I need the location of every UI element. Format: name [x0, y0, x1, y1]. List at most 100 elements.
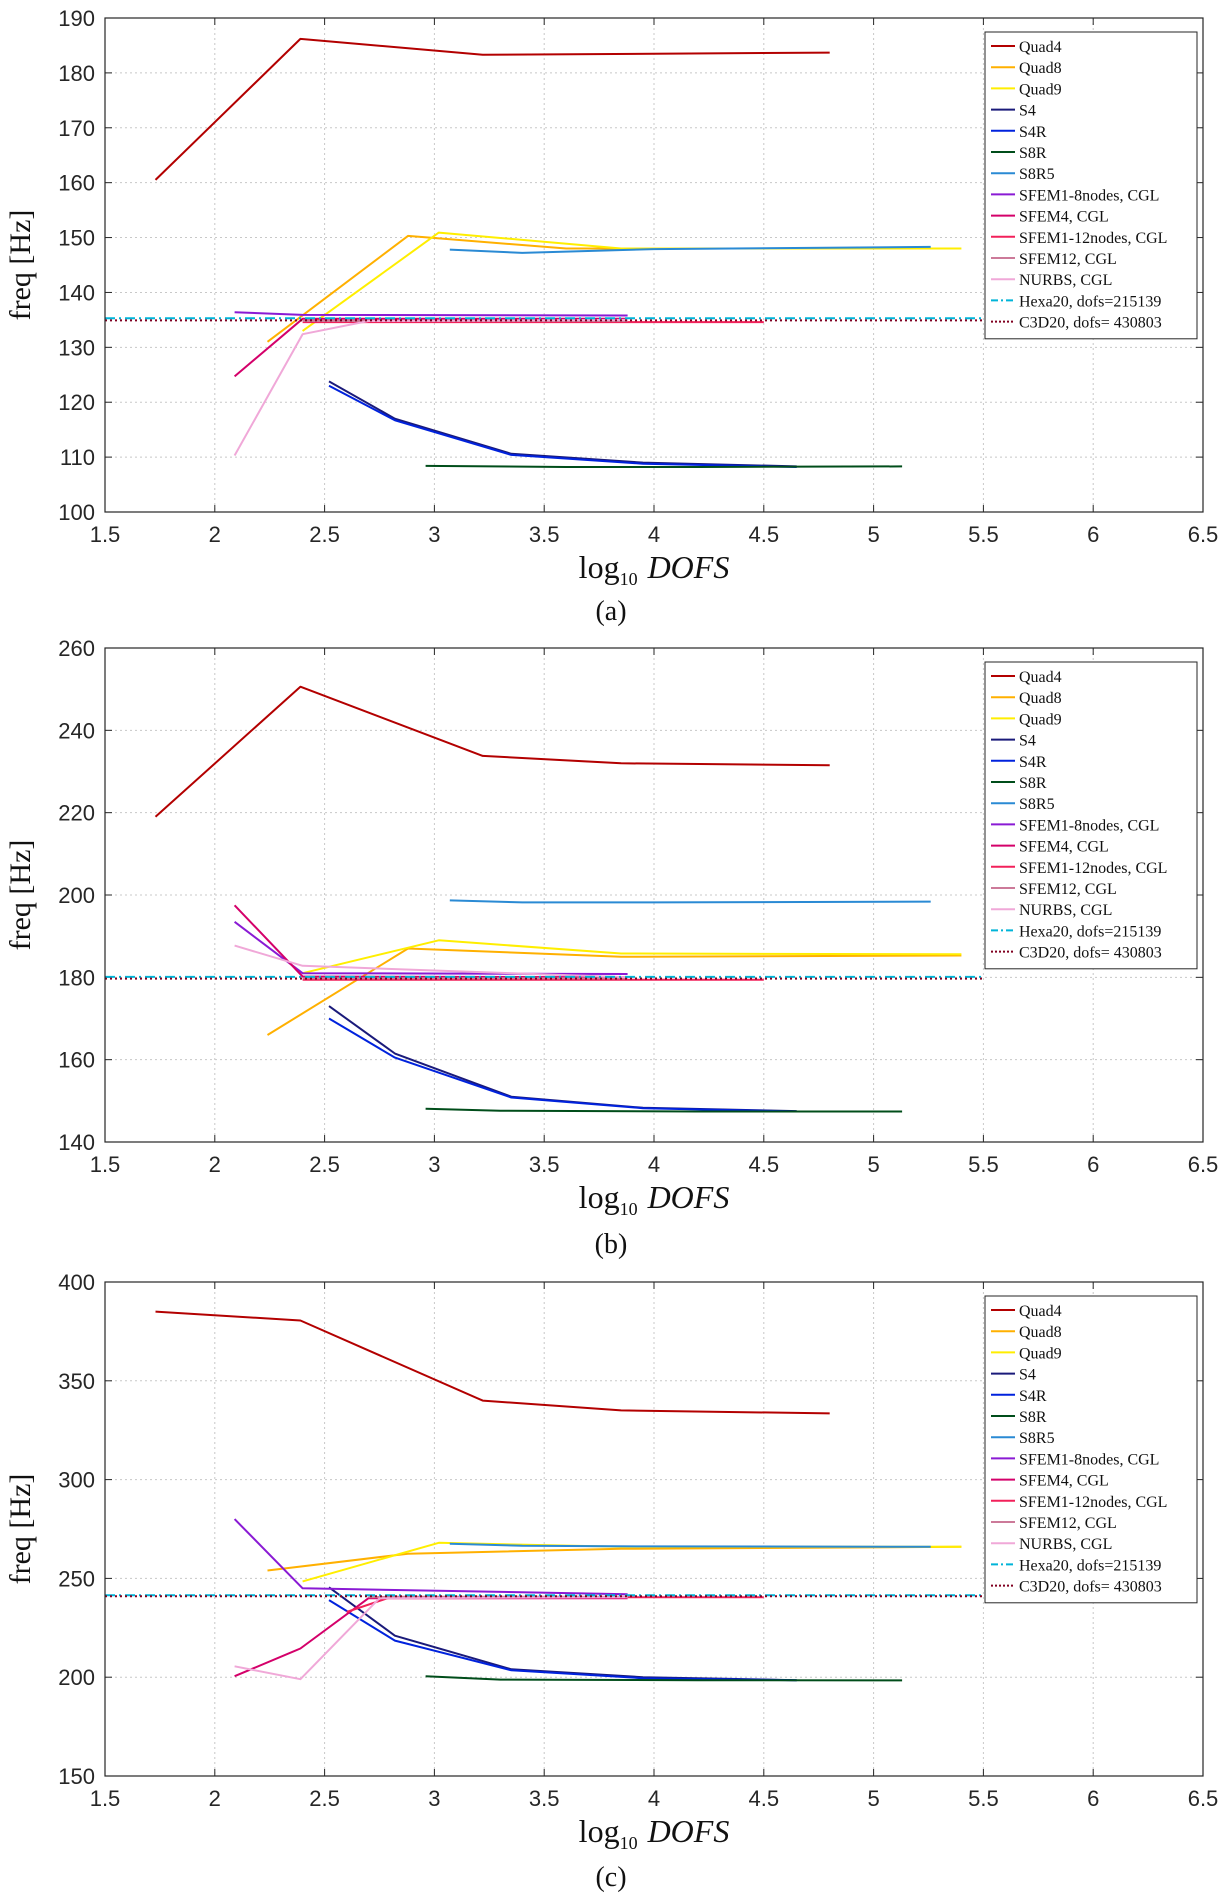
legend-label: NURBS, CGL: [1019, 272, 1112, 289]
x-tick-label: 6.5: [1188, 522, 1219, 547]
legend-label: Quad9: [1019, 1345, 1062, 1362]
legend-label: SFEM4, CGL: [1019, 1473, 1109, 1490]
panel-label: (b): [595, 1229, 628, 1260]
legend-label: S8R5: [1019, 796, 1055, 813]
x-tick-label: 5.5: [968, 522, 999, 547]
legend-box: [984, 661, 1198, 970]
legend-label: Hexa20, dofs=215139: [1019, 293, 1161, 310]
legend-label: SFEM4, CGL: [1019, 209, 1109, 226]
y-tick-label: 150: [58, 226, 95, 251]
series-line: [328, 384, 797, 468]
y-tick-label: 220: [58, 801, 95, 826]
x-tick-label: 3: [428, 522, 440, 547]
legend-label: Quad9: [1019, 81, 1062, 98]
y-tick-label: 160: [58, 171, 95, 196]
legend-label: S8R: [1019, 775, 1047, 792]
x-tick-label: 5: [867, 1152, 879, 1177]
y-tick-label: 400: [58, 1270, 95, 1295]
series-line: [266, 947, 962, 1036]
legend-label: C3D20, dofs= 430803: [1019, 945, 1162, 962]
x-tick-label: 5.5: [968, 1152, 999, 1177]
legend-label: S4R: [1019, 754, 1047, 771]
x-tick-label: 1.5: [90, 522, 121, 547]
panel-label: (c): [595, 1862, 626, 1893]
x-tick-label: 1.5: [90, 1152, 121, 1177]
series-line: [425, 1107, 903, 1113]
x-axis-label: log10 DOFS: [579, 1813, 730, 1853]
y-tick-label: 140: [58, 1130, 95, 1155]
x-tick-label: 2: [209, 1152, 221, 1177]
x-tick-label: 4: [648, 1152, 660, 1177]
series-group: [105, 1310, 984, 1682]
x-tick-label: 5: [867, 1786, 879, 1811]
legend-label: Quad8: [1019, 690, 1062, 707]
x-axis-label: log10 DOFS: [579, 549, 730, 589]
legend-label: SFEM1-12nodes, CGL: [1019, 860, 1167, 877]
y-tick-label: 240: [58, 718, 95, 743]
series-line: [154, 685, 830, 818]
series-group: [105, 37, 984, 468]
x-tick-label: 3.5: [529, 522, 560, 547]
legend-label: Quad4: [1019, 1303, 1062, 1320]
series-line: [233, 318, 628, 456]
x-tick-label: 4: [648, 1786, 660, 1811]
x-tick-label: 4: [648, 522, 660, 547]
series-line: [328, 1599, 797, 1682]
panel-label: (a): [595, 596, 626, 627]
axes-box: [104, 1281, 1204, 1777]
x-tick-label: 4.5: [749, 522, 780, 547]
legend-label: Quad4: [1019, 39, 1062, 56]
y-tick-label: 200: [58, 1665, 95, 1690]
legend-label: S4: [1019, 733, 1036, 750]
y-tick-label: 140: [58, 280, 95, 305]
axes-box: [104, 647, 1204, 1143]
legend-label: Quad9: [1019, 711, 1062, 728]
series-line: [328, 1017, 797, 1113]
x-tick-label: 2: [209, 1786, 221, 1811]
axes-box: [104, 17, 1204, 513]
x-tick-label: 3.5: [529, 1152, 560, 1177]
series-line: [425, 464, 903, 468]
legend-label: NURBS, CGL: [1019, 1536, 1112, 1553]
y-tick-label: 180: [58, 61, 95, 86]
x-tick-label: 5.5: [968, 1786, 999, 1811]
y-tick-label: 150: [58, 1764, 95, 1789]
y-tick-label: 190: [58, 6, 95, 31]
series-line: [425, 1675, 903, 1682]
legend-label: S8R: [1019, 145, 1047, 162]
legend-label: SFEM12, CGL: [1019, 251, 1117, 268]
y-tick-label: 300: [58, 1468, 95, 1493]
legend-label: S4R: [1019, 124, 1047, 141]
x-tick-label: 3: [428, 1786, 440, 1811]
y-axis-label: freq [Hz]: [4, 840, 37, 951]
legend-label: S8R: [1019, 1409, 1047, 1426]
x-tick-label: 2.5: [309, 1152, 340, 1177]
legend-label: SFEM1-12nodes, CGL: [1019, 230, 1167, 247]
series-line: [234, 1596, 628, 1681]
series-line: [233, 1518, 628, 1596]
x-tick-label: 3.5: [529, 1786, 560, 1811]
legend-label: SFEM1-12nodes, CGL: [1019, 1494, 1167, 1511]
x-tick-label: 6.5: [1188, 1152, 1219, 1177]
x-axis-label: log10 DOFS: [579, 1179, 730, 1219]
legend-label: Quad8: [1019, 1324, 1062, 1341]
series-line: [155, 1310, 830, 1415]
chart-panel: 1.5 2 2.5 3 3.5 4 4.5 5 5.5 6 6.5 140 160 180 200 220 24…: [4, 636, 1218, 1260]
series-line: [302, 939, 962, 975]
legend-label: S8R5: [1019, 166, 1055, 183]
series-line: [267, 1545, 962, 1572]
x-tick-label: 6: [1087, 522, 1099, 547]
y-tick-label: 200: [58, 883, 95, 908]
x-tick-label: 4.5: [749, 1786, 780, 1811]
x-tick-label: 6: [1087, 1786, 1099, 1811]
legend-label: NURBS, CGL: [1019, 902, 1112, 919]
x-tick-label: 6.5: [1188, 1786, 1219, 1811]
y-tick-label: 120: [58, 390, 95, 415]
x-tick-label: 2.5: [309, 1786, 340, 1811]
x-tick-label: 3: [428, 1152, 440, 1177]
legend-label: Hexa20, dofs=215139: [1019, 923, 1161, 940]
y-axis-label: freq [Hz]: [4, 210, 37, 321]
y-tick-label: 350: [58, 1369, 95, 1394]
x-tick-label: 2: [209, 522, 221, 547]
